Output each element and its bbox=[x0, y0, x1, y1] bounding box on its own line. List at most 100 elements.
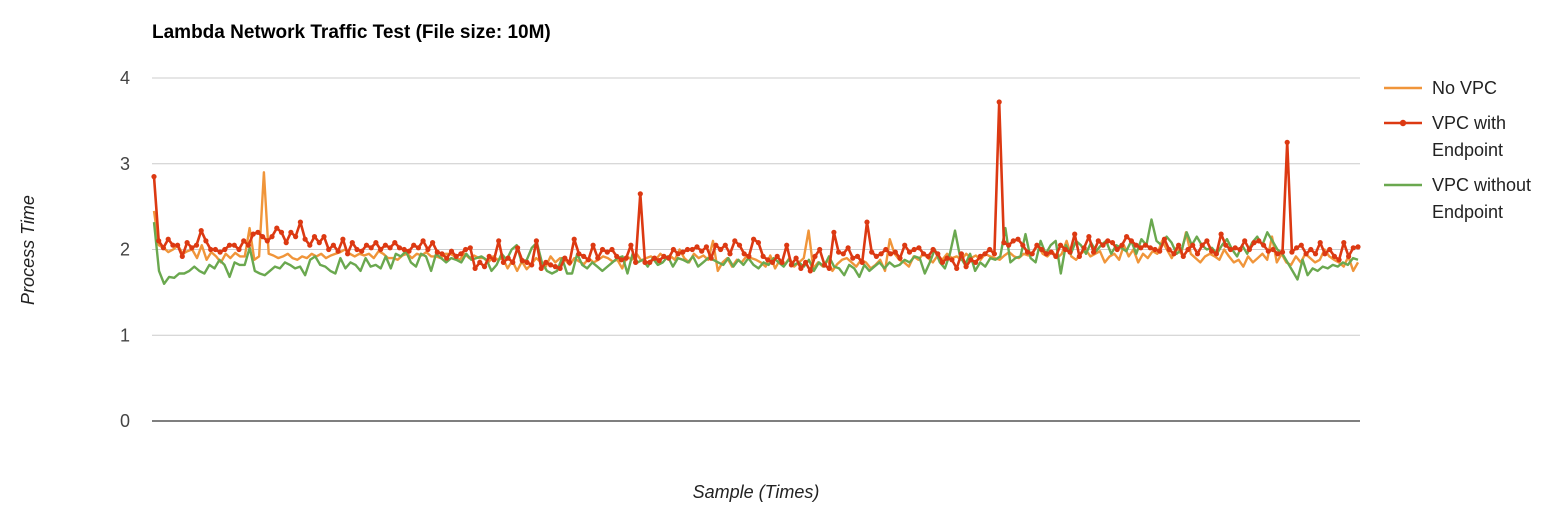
data-point bbox=[430, 240, 436, 246]
data-point bbox=[330, 242, 336, 248]
data-point bbox=[944, 255, 950, 261]
data-point bbox=[458, 251, 464, 257]
data-point bbox=[803, 259, 809, 265]
data-point bbox=[784, 242, 790, 248]
series-line bbox=[152, 171, 1360, 273]
data-point bbox=[236, 246, 242, 253]
data-point bbox=[302, 236, 308, 242]
data-point bbox=[821, 262, 828, 268]
data-point bbox=[633, 259, 639, 265]
data-point bbox=[1142, 242, 1149, 248]
data-point bbox=[722, 242, 728, 248]
data-point bbox=[604, 249, 610, 255]
data-point bbox=[859, 259, 865, 265]
data-point bbox=[921, 251, 927, 257]
data-point bbox=[1039, 246, 1045, 253]
data-point bbox=[481, 264, 488, 270]
data-point bbox=[883, 246, 889, 253]
data-point bbox=[963, 264, 969, 270]
data-point bbox=[529, 262, 535, 268]
data-point bbox=[1024, 249, 1031, 255]
data-point bbox=[392, 240, 398, 246]
data-point bbox=[274, 225, 280, 231]
data-point bbox=[939, 259, 946, 265]
data-point bbox=[760, 253, 766, 259]
y-tick-label: 0 bbox=[120, 411, 130, 431]
data-point bbox=[1227, 246, 1234, 253]
data-point bbox=[1076, 253, 1082, 259]
data-point bbox=[1157, 248, 1163, 254]
data-point bbox=[1114, 246, 1120, 253]
data-point bbox=[1001, 240, 1007, 246]
data-point bbox=[798, 265, 804, 271]
data-point bbox=[1322, 251, 1328, 257]
data-point bbox=[208, 246, 214, 253]
data-point bbox=[566, 259, 573, 265]
data-point bbox=[349, 240, 355, 246]
data-point bbox=[212, 246, 218, 253]
data-point bbox=[477, 259, 483, 265]
data-point bbox=[680, 249, 686, 255]
data-point bbox=[226, 242, 233, 248]
chart-title: Lambda Network Traffic Test (File size: … bbox=[152, 22, 551, 43]
data-point bbox=[434, 249, 440, 255]
data-point bbox=[727, 251, 733, 257]
series-layer bbox=[151, 99, 1361, 285]
data-point bbox=[958, 251, 965, 257]
data-point bbox=[1105, 238, 1111, 244]
data-point bbox=[1289, 249, 1295, 255]
data-point bbox=[326, 246, 332, 253]
data-point bbox=[189, 245, 195, 251]
data-point bbox=[968, 257, 974, 263]
data-point bbox=[1166, 246, 1172, 253]
data-point bbox=[878, 251, 884, 257]
data-point bbox=[618, 257, 625, 263]
data-point bbox=[746, 253, 752, 259]
data-point bbox=[543, 259, 549, 265]
data-point bbox=[793, 255, 799, 261]
data-point bbox=[736, 242, 743, 248]
data-point bbox=[510, 259, 516, 265]
data-point bbox=[774, 253, 780, 259]
data-point bbox=[1223, 242, 1229, 248]
y-axis-title: Process Time bbox=[18, 195, 38, 305]
data-point bbox=[1086, 234, 1092, 240]
data-point bbox=[406, 248, 412, 254]
data-point bbox=[1133, 242, 1139, 248]
data-point bbox=[854, 253, 861, 259]
data-point bbox=[354, 246, 360, 253]
grid-lines bbox=[152, 77, 1360, 336]
series-line bbox=[152, 218, 1359, 285]
data-point bbox=[996, 99, 1002, 105]
data-point bbox=[1010, 238, 1016, 244]
data-point bbox=[1308, 246, 1314, 253]
data-point bbox=[1034, 242, 1040, 248]
data-point bbox=[911, 246, 917, 253]
data-point bbox=[623, 255, 629, 261]
data-point bbox=[1294, 245, 1300, 251]
data-point bbox=[1015, 236, 1021, 242]
data-point bbox=[1020, 242, 1026, 248]
data-point bbox=[1265, 248, 1271, 254]
data-point bbox=[1029, 251, 1035, 257]
data-point bbox=[897, 255, 903, 261]
data-point bbox=[1204, 238, 1210, 244]
data-point bbox=[699, 248, 705, 254]
data-point bbox=[500, 259, 506, 265]
data-point bbox=[420, 238, 426, 244]
data-point bbox=[769, 259, 776, 265]
data-point bbox=[156, 238, 162, 244]
data-point bbox=[439, 251, 445, 257]
data-point bbox=[1176, 242, 1182, 248]
data-point bbox=[425, 246, 431, 253]
data-point bbox=[203, 238, 209, 244]
data-point bbox=[670, 246, 677, 253]
data-point bbox=[1251, 240, 1257, 246]
data-point bbox=[765, 257, 771, 263]
data-point bbox=[609, 246, 615, 253]
data-point bbox=[1128, 238, 1134, 244]
data-point bbox=[647, 259, 653, 265]
data-point bbox=[694, 244, 700, 250]
data-point bbox=[557, 265, 563, 271]
